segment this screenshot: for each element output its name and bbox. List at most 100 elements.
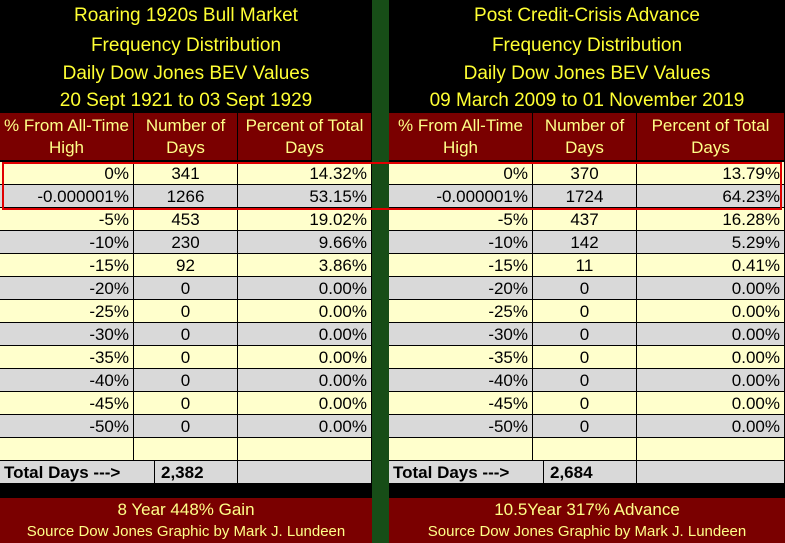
pct-from-high-cell: -30%	[0, 323, 134, 346]
blank-cell	[238, 438, 372, 461]
blank-cell	[0, 438, 134, 461]
pct-total-cell: 0.00%	[238, 277, 372, 300]
pct-total-cell: 0.41%	[637, 254, 785, 277]
right-date-range: 09 March 2009 to 01 November 2019	[429, 90, 745, 111]
pct-total-cell: 0.00%	[637, 300, 785, 323]
table-row: -50% 0 0.00%	[0, 415, 372, 438]
pct-total-cell: 53.15%	[238, 185, 372, 208]
pct-total-cell: 14.32%	[238, 162, 372, 185]
days-count-cell: 0	[533, 323, 637, 346]
days-count-cell: 0	[134, 392, 238, 415]
days-count-cell: 0	[134, 346, 238, 369]
pct-from-high-cell: -40%	[389, 369, 533, 392]
pct-from-high-cell: -10%	[389, 231, 533, 254]
blank-cell	[637, 438, 785, 461]
pct-total-cell: 3.86%	[238, 254, 372, 277]
days-count-cell: 0	[134, 323, 238, 346]
pct-from-high-cell: -35%	[0, 346, 134, 369]
days-count-cell: 0	[533, 369, 637, 392]
days-count-cell: 453	[134, 208, 238, 231]
left-subtitle-bev: Daily Dow Jones BEV Values	[62, 63, 310, 84]
table-row: -25% 0 0.00%	[0, 300, 372, 323]
pct-from-high-cell: -40%	[0, 369, 134, 392]
pct-from-high-cell: -5%	[0, 208, 134, 231]
total-days-label: Total Days --->	[0, 461, 155, 484]
right-panel: Post Credit-Crisis Advance Frequency Dist…	[389, 0, 785, 543]
pct-total-cell: 0.00%	[238, 300, 372, 323]
days-count-cell: 92	[134, 254, 238, 277]
left-col-header-percent-total: Percent of Total Days	[238, 113, 372, 160]
pct-from-high-cell: -35%	[389, 346, 533, 369]
right-gain-footer: 10.5Year 317% Advance	[389, 498, 785, 521]
pct-total-cell: 19.02%	[238, 208, 372, 231]
days-count-cell: 0	[533, 300, 637, 323]
days-count-cell: 0	[134, 369, 238, 392]
days-count-cell: 11	[533, 254, 637, 277]
right-subtitle-frequency: Frequency Distribution	[491, 35, 683, 56]
left-source-credit: Source Dow Jones Graphic by Mark J. Lund…	[0, 521, 372, 543]
pct-from-high-cell: -10%	[0, 231, 134, 254]
table-row: -5% 437 16.28%	[389, 208, 785, 231]
left-panel-title: Roaring 1920s Bull Market	[74, 5, 298, 26]
table-row: -0.000001% 1266 53.15%	[0, 185, 372, 208]
pct-from-high-cell: -50%	[0, 415, 134, 438]
right-panel-title: Post Credit-Crisis Advance	[474, 5, 700, 26]
pct-total-cell: 0.00%	[238, 415, 372, 438]
pct-from-high-cell: -45%	[0, 392, 134, 415]
left-date-range: 20 Sept 1921 to 03 Sept 1929	[59, 90, 313, 111]
table-row: -0.000001% 1724 64.23%	[389, 185, 785, 208]
pct-from-high-cell: -50%	[389, 415, 533, 438]
totals-row: Total Days ---> 2,382	[0, 461, 372, 484]
days-count-cell: 142	[533, 231, 637, 254]
table-row: -35% 0 0.00%	[389, 346, 785, 369]
table-row: -30% 0 0.00%	[0, 323, 372, 346]
days-count-cell: 0	[533, 346, 637, 369]
center-divider	[372, 0, 389, 543]
days-count-cell: 1724	[533, 185, 637, 208]
pct-from-high-cell: 0%	[389, 162, 533, 185]
left-subtitle-frequency: Frequency Distribution	[90, 35, 282, 56]
left-panel: Roaring 1920s Bull Market Frequency Distr…	[0, 0, 372, 543]
days-count-cell: 0	[533, 415, 637, 438]
days-count-cell: 341	[134, 162, 238, 185]
pct-from-high-cell: -0.000001%	[0, 185, 134, 208]
blank-cell	[533, 438, 637, 461]
table-row: -25% 0 0.00%	[389, 300, 785, 323]
days-count-cell: 370	[533, 162, 637, 185]
pct-total-cell: 0.00%	[637, 369, 785, 392]
right-subtitle-bev: Daily Dow Jones BEV Values	[463, 63, 711, 84]
pct-total-cell: 9.66%	[238, 231, 372, 254]
pct-from-high-cell: -20%	[389, 277, 533, 300]
table-row: -20% 0 0.00%	[389, 277, 785, 300]
pct-total-cell: 0.00%	[238, 346, 372, 369]
pct-total-cell: 0.00%	[637, 277, 785, 300]
pct-from-high-cell: 0%	[0, 162, 134, 185]
pct-from-high-cell: -15%	[389, 254, 533, 277]
total-blank-cell	[238, 461, 372, 484]
total-days-value: 2,382	[155, 461, 238, 484]
table-row: -5% 453 19.02%	[0, 208, 372, 231]
table-row: -40% 0 0.00%	[0, 369, 372, 392]
blank-cell	[134, 438, 238, 461]
pct-from-high-cell: -5%	[389, 208, 533, 231]
pct-total-cell: 0.00%	[637, 415, 785, 438]
table-row: -30% 0 0.00%	[389, 323, 785, 346]
table-row: -15% 92 3.86%	[0, 254, 372, 277]
pct-from-high-cell: -20%	[0, 277, 134, 300]
days-count-cell: 1266	[134, 185, 238, 208]
table-row: 0% 341 14.32%	[0, 162, 372, 185]
pct-from-high-cell: -0.000001%	[389, 185, 533, 208]
days-count-cell: 0	[134, 277, 238, 300]
table-row: -15% 11 0.41%	[389, 254, 785, 277]
days-count-cell: 0	[533, 277, 637, 300]
days-count-cell: 0	[134, 415, 238, 438]
pct-total-cell: 0.00%	[637, 323, 785, 346]
left-gain-footer: 8 Year 448% Gain	[0, 498, 372, 521]
table-row: -35% 0 0.00%	[0, 346, 372, 369]
pct-from-high-cell: -30%	[389, 323, 533, 346]
table-row: -40% 0 0.00%	[389, 369, 785, 392]
right-col-header-number-of-days: Number of Days	[533, 113, 637, 160]
blank-cell	[389, 438, 533, 461]
pct-total-cell: 0.00%	[637, 392, 785, 415]
table-row: -50% 0 0.00%	[389, 415, 785, 438]
